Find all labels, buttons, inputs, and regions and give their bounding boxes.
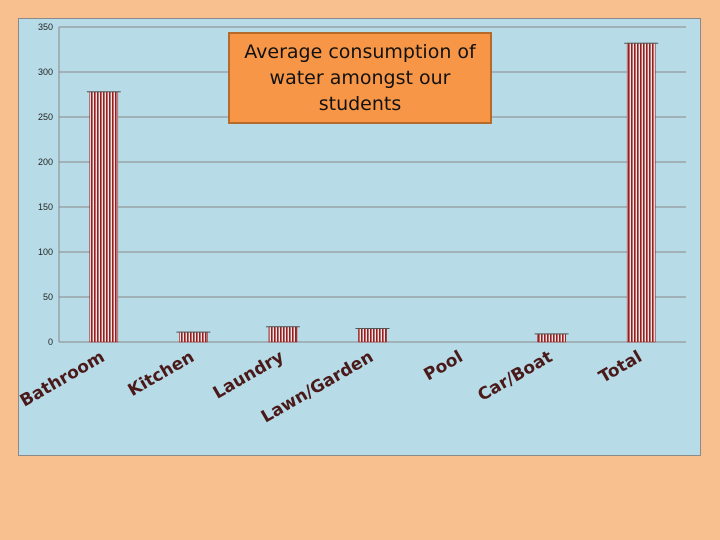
chart-title: Average consumption of water amongst our… bbox=[228, 32, 492, 124]
x-tick-label: Total bbox=[595, 347, 645, 388]
y-tick-label: 0 bbox=[48, 337, 53, 347]
y-tick-label: 100 bbox=[38, 247, 53, 257]
x-tick-label: Kitchen bbox=[125, 347, 198, 401]
y-tick-label: 150 bbox=[38, 202, 53, 212]
y-tick-label: 200 bbox=[38, 157, 53, 167]
x-tick-label: Bathroom bbox=[19, 347, 108, 411]
bar-laundry bbox=[268, 326, 298, 343]
y-tick-label: 50 bbox=[43, 292, 53, 302]
y-tick-label: 350 bbox=[38, 22, 53, 32]
x-tick-label: Pool bbox=[420, 347, 466, 385]
bar-chart: 0 50 100 150 200 250 300 350 Bathroom Kitchen Laun… bbox=[19, 22, 686, 427]
bar-car-boat bbox=[537, 333, 566, 343]
bar-lawn-garden bbox=[358, 328, 387, 343]
x-tick-label: Laundry bbox=[210, 347, 288, 403]
bar-kitchen bbox=[179, 331, 208, 343]
bar-total bbox=[626, 42, 656, 343]
x-tick-label: Car/Boat bbox=[474, 347, 556, 406]
y-tick-label: 250 bbox=[38, 112, 53, 122]
bar-bathroom bbox=[89, 91, 119, 343]
y-tick-label: 300 bbox=[38, 67, 53, 77]
